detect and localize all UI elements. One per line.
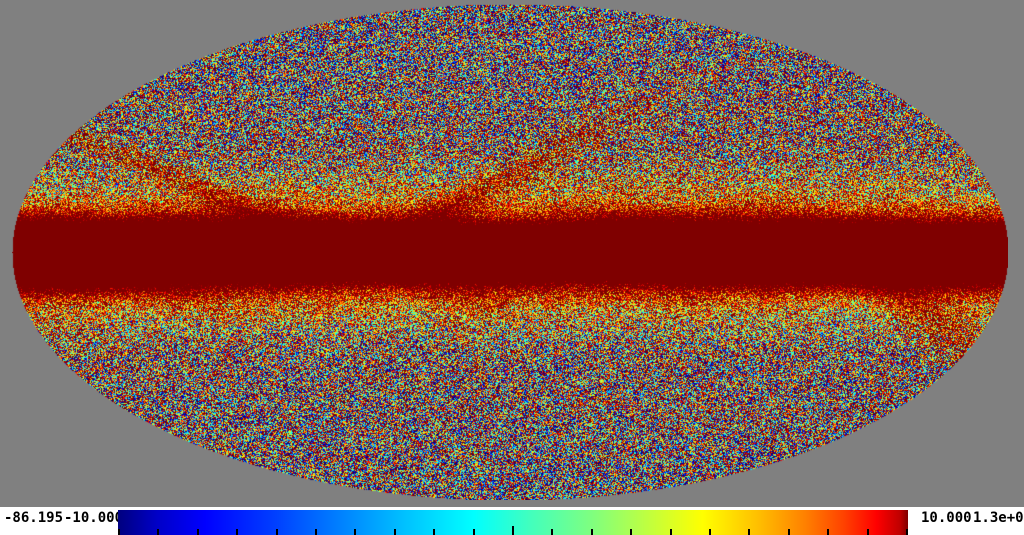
colorbar-tick <box>748 529 751 535</box>
colorbar-tick <box>236 529 239 535</box>
colorbar-tick <box>433 529 436 535</box>
skymap-container[interactable] <box>12 4 1008 500</box>
colorbar-tick <box>196 529 199 535</box>
colorbar-tick <box>472 529 475 535</box>
colorbar-datamin-label: -86.195 <box>4 510 64 526</box>
colorbar-vmax-label: 10.000 <box>921 510 972 526</box>
colorbar: -86.195 -10.000 10.000 1.3e+04 <box>0 507 1024 535</box>
colorbar-tick <box>709 529 711 535</box>
colorbar-tick <box>118 529 120 535</box>
colorbar-vmin-label: -10.000 <box>64 510 124 526</box>
colorbar-tick <box>669 529 672 535</box>
colorbar-tick <box>906 529 908 535</box>
colorbar-tick <box>512 526 514 535</box>
colorbar-tick <box>393 529 396 535</box>
colorbar-tick <box>866 529 869 535</box>
colorbar-ticks <box>118 526 908 535</box>
colorbar-tick <box>630 529 633 535</box>
colorbar-datamax-label: 1.3e+04 <box>973 510 1024 526</box>
colorbar-tick <box>827 529 830 535</box>
mollweide-allsky-map[interactable] <box>12 4 1008 500</box>
colorbar-tick <box>590 529 593 535</box>
colorbar-tick <box>275 529 278 535</box>
colorbar-tick <box>551 529 554 535</box>
colorbar-tick <box>354 529 357 535</box>
colorbar-tick <box>157 529 160 535</box>
colorbar-scale[interactable] <box>118 510 908 535</box>
colorbar-tick <box>787 529 790 535</box>
colorbar-tick <box>315 529 317 535</box>
